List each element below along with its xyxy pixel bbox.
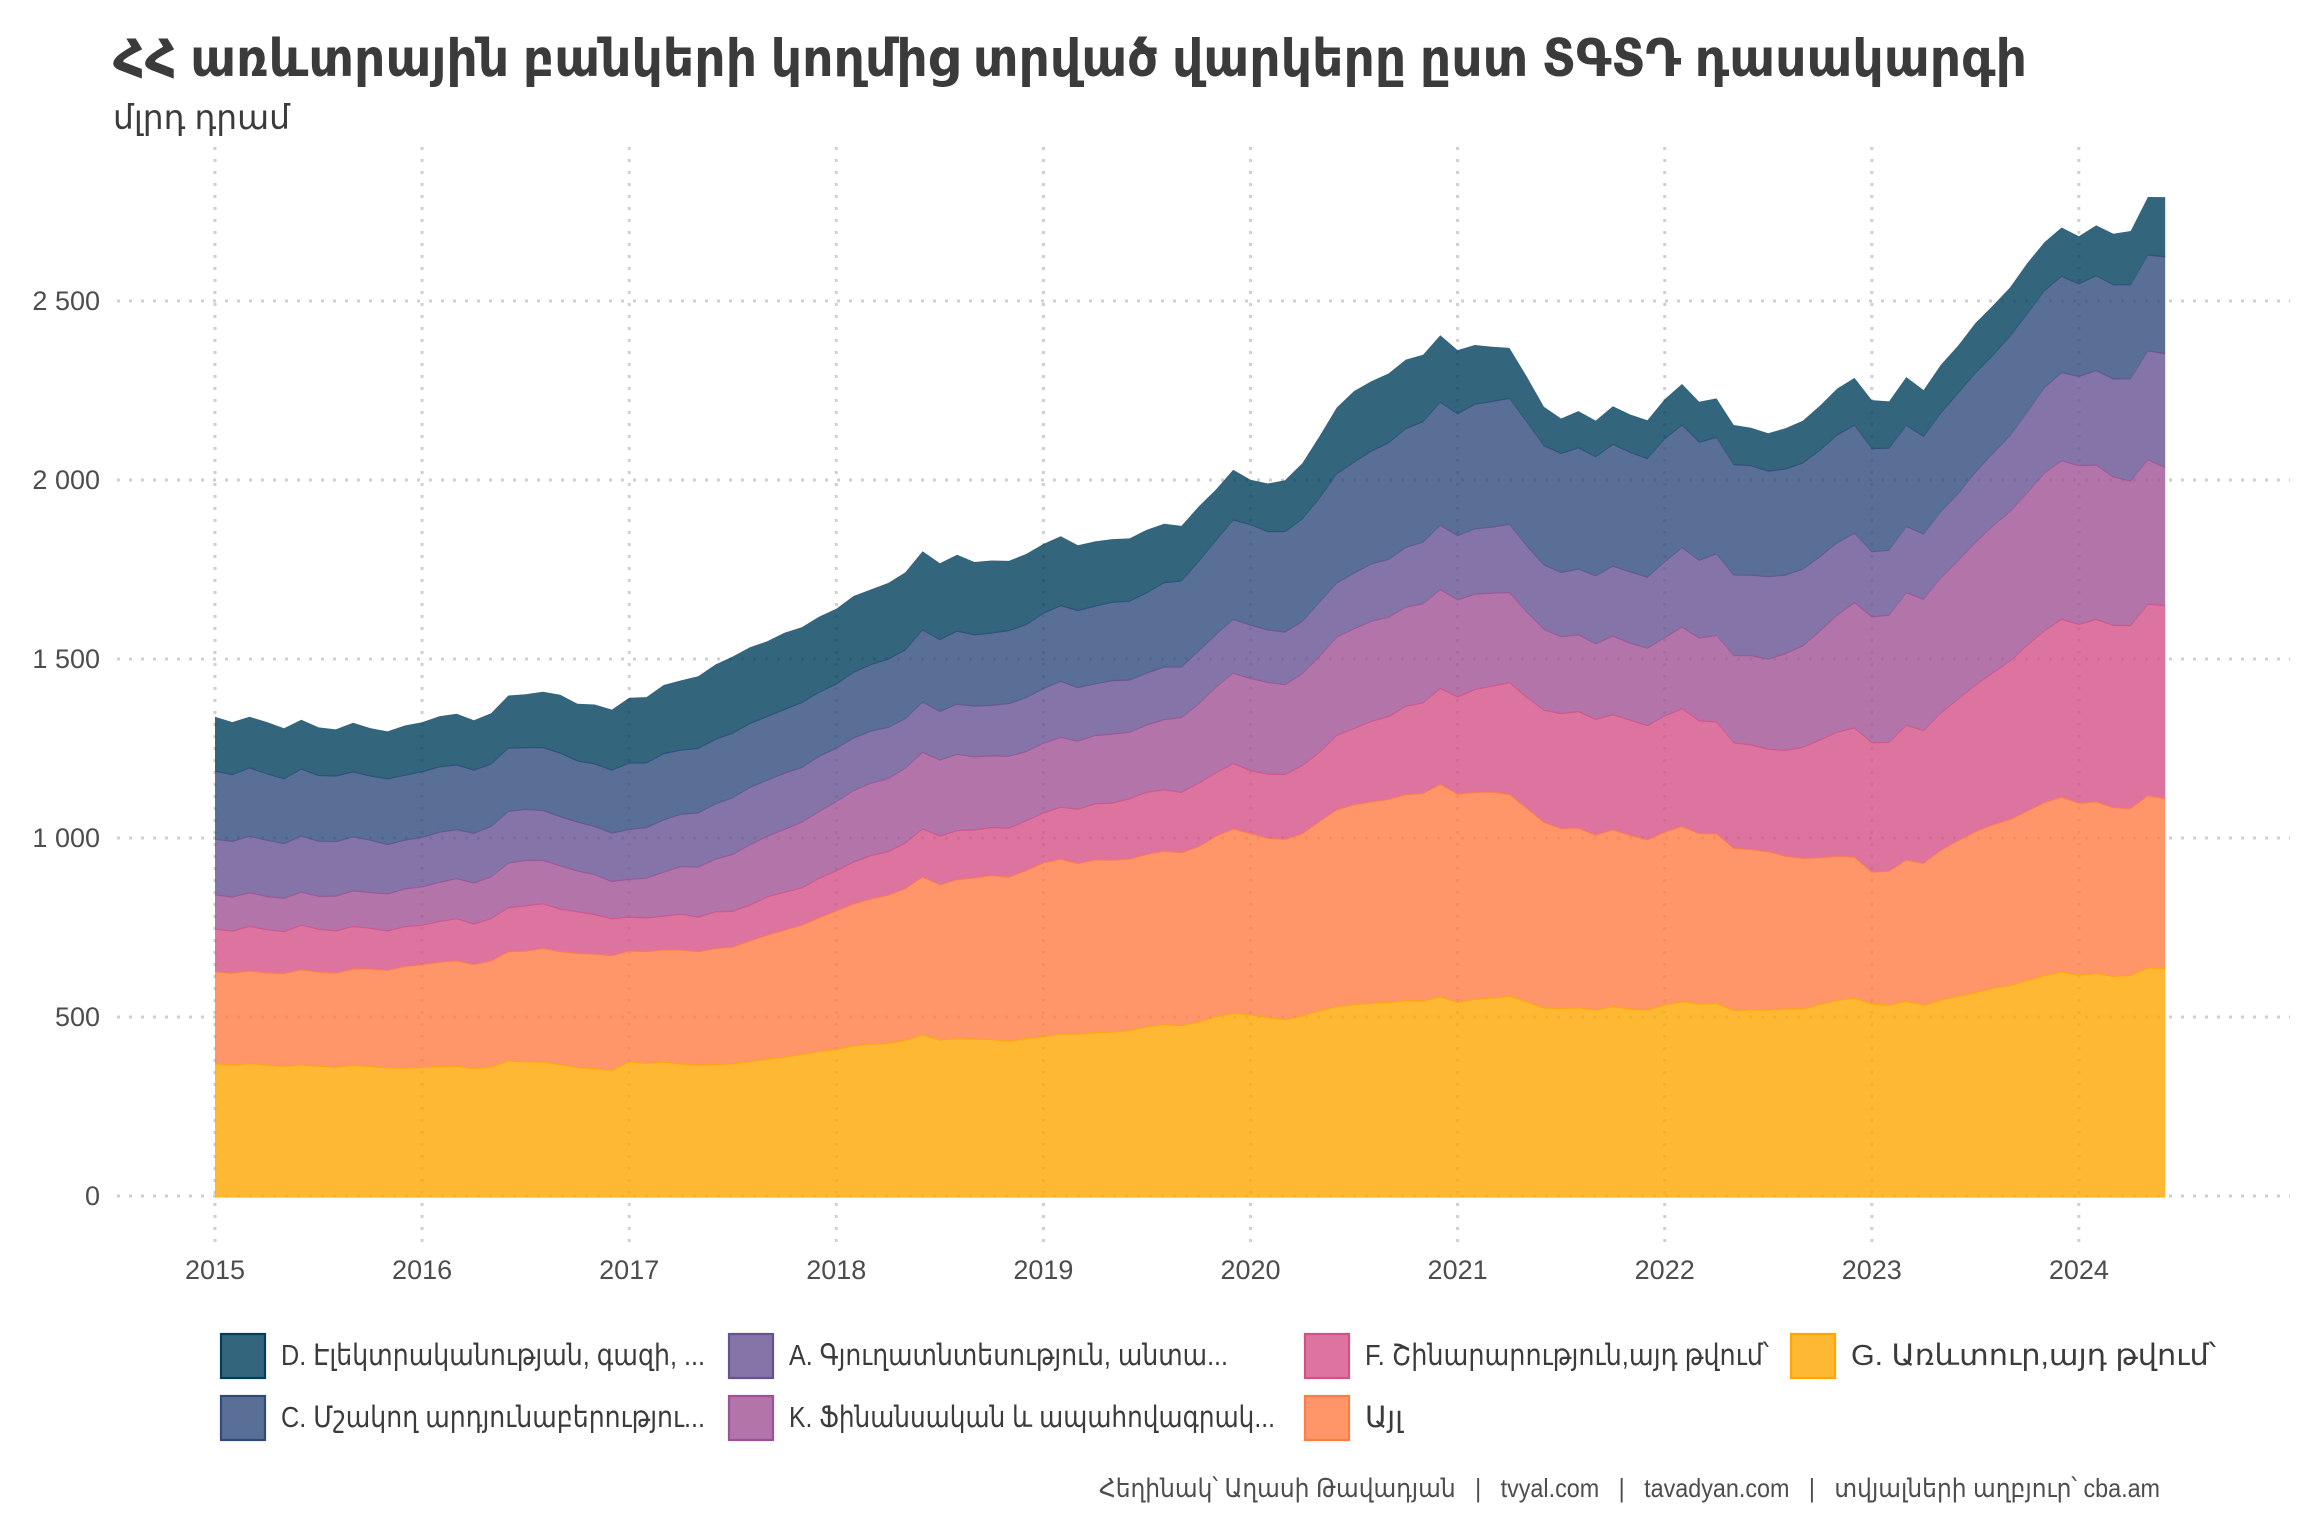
svg-text:2015: 2015 xyxy=(185,1255,245,1285)
svg-text:C. Մշակող արդյունաբերությու...: C. Մշակող արդյունաբերությու... xyxy=(281,1402,705,1434)
svg-text:1 500: 1 500 xyxy=(32,644,100,674)
svg-text:K. Ֆինանսական և ապահովագրակ...: K. Ֆինանսական և ապահովագրակ... xyxy=(789,1402,1275,1434)
svg-text:2 500: 2 500 xyxy=(32,286,100,316)
svg-text:2024: 2024 xyxy=(2049,1255,2109,1285)
svg-text:2021: 2021 xyxy=(1428,1255,1488,1285)
svg-text:A. Գյուղատնտեսություն, անտա...: A. Գյուղատնտեսություն, անտա... xyxy=(789,1340,1228,1372)
svg-text:2019: 2019 xyxy=(1013,1255,1073,1285)
svg-text:0: 0 xyxy=(85,1181,100,1211)
svg-text:D. Էլեկտրականության, գազի, ...: D. Էլեկտրականության, գազի, ... xyxy=(281,1340,705,1372)
svg-text:G. Առևտուր,այդ թվում՝: G. Առևտուր,այդ թվում՝ xyxy=(1851,1340,2216,1372)
svg-text:ՀՀ առևտրային բանկերի կողմից տր: ՀՀ առևտրային բանկերի կողմից տրված վարկեր… xyxy=(113,30,2027,88)
svg-text:2022: 2022 xyxy=(1635,1255,1695,1285)
svg-text:2017: 2017 xyxy=(599,1255,659,1285)
svg-text:500: 500 xyxy=(55,1002,100,1032)
svg-text:2 000: 2 000 xyxy=(32,465,100,495)
svg-text:1 000: 1 000 xyxy=(32,823,100,853)
svg-text:2016: 2016 xyxy=(392,1255,452,1285)
svg-text:2018: 2018 xyxy=(806,1255,866,1285)
svg-text:մլրդ դրամ: մլրդ դրամ xyxy=(113,99,290,137)
svg-text:Հեղինակ՝ Աղասի Թավադյան |: Հեղինակ՝ Աղասի Թավադյան | tvyal.com | ta… xyxy=(1099,1473,2160,1503)
svg-text:2020: 2020 xyxy=(1220,1255,1280,1285)
svg-text:F. Շինարարություն,այդ թվում՝: F. Շինարարություն,այդ թվում՝ xyxy=(1365,1340,1769,1372)
svg-text:2023: 2023 xyxy=(1842,1255,1902,1285)
svg-text:Այլ: Այլ xyxy=(1365,1402,1404,1434)
